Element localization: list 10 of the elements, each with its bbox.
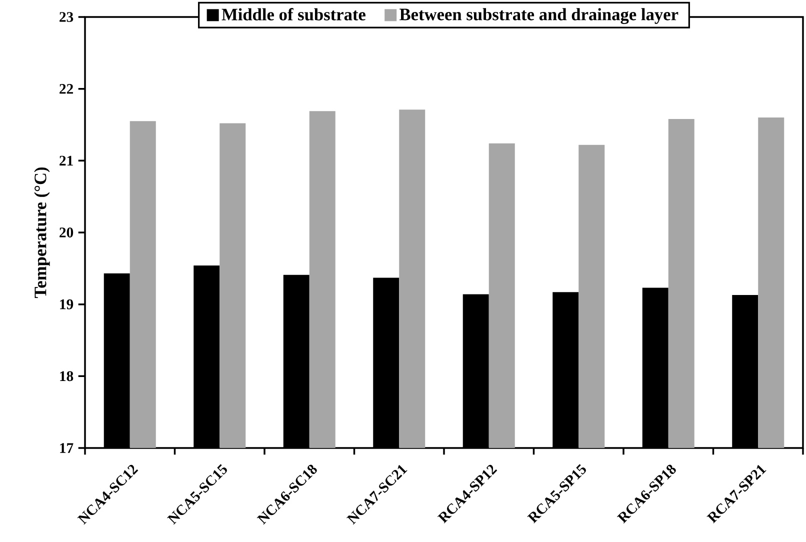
legend-label: Middle of substrate [222,8,366,20]
y-tick-label: 21 [60,156,73,166]
y-axis-title: Temperature (°C) [34,167,50,298]
y-tick-label: 23 [60,12,74,22]
y-tick-label: 19 [60,299,74,310]
y-tick-label: 22 [60,84,73,94]
y-tick-label: 20 [60,228,74,238]
y-tick-label: 18 [60,371,74,382]
legend-label: Between substrate and drainage layer [400,8,678,24]
y-tick-label: 17 [60,443,74,453]
